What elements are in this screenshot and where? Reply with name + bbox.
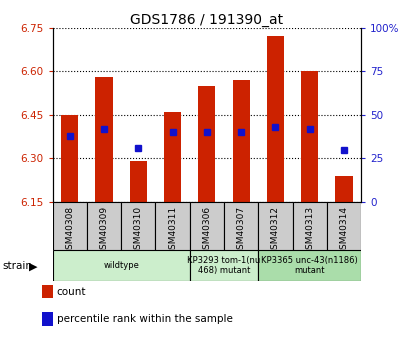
- Text: KP3293 tom-1(nu
468) mutant: KP3293 tom-1(nu 468) mutant: [187, 256, 261, 275]
- Bar: [327, 202, 361, 250]
- Text: GSM40311: GSM40311: [168, 206, 177, 255]
- Bar: [164, 112, 181, 202]
- Text: GSM40310: GSM40310: [134, 206, 143, 255]
- Bar: [155, 202, 190, 250]
- Bar: [267, 36, 284, 202]
- Text: GSM40313: GSM40313: [305, 206, 314, 255]
- Bar: [224, 202, 258, 250]
- Bar: [52, 250, 190, 281]
- Bar: [87, 202, 121, 250]
- Text: strain: strain: [2, 262, 32, 271]
- Bar: [190, 202, 224, 250]
- Bar: [130, 161, 147, 202]
- Text: GSM40314: GSM40314: [339, 206, 349, 255]
- Text: percentile rank within the sample: percentile rank within the sample: [57, 314, 233, 324]
- Text: GSM40308: GSM40308: [65, 206, 74, 255]
- Text: GSM40307: GSM40307: [236, 206, 246, 255]
- Text: ▶: ▶: [29, 262, 37, 271]
- Bar: [190, 250, 258, 281]
- Text: KP3365 unc-43(n1186)
mutant: KP3365 unc-43(n1186) mutant: [261, 256, 358, 275]
- Title: GDS1786 / 191390_at: GDS1786 / 191390_at: [130, 12, 284, 27]
- Bar: [258, 250, 361, 281]
- Bar: [61, 115, 78, 202]
- Bar: [198, 86, 215, 202]
- Text: count: count: [57, 287, 86, 296]
- Bar: [121, 202, 155, 250]
- Text: GSM40306: GSM40306: [202, 206, 211, 255]
- Bar: [336, 176, 353, 202]
- Bar: [293, 202, 327, 250]
- Text: wildtype: wildtype: [103, 261, 139, 270]
- Text: GSM40309: GSM40309: [100, 206, 108, 255]
- Bar: [258, 202, 293, 250]
- Bar: [95, 77, 113, 202]
- Bar: [233, 80, 250, 202]
- Bar: [52, 202, 87, 250]
- Bar: [301, 71, 318, 202]
- Text: GSM40312: GSM40312: [271, 206, 280, 255]
